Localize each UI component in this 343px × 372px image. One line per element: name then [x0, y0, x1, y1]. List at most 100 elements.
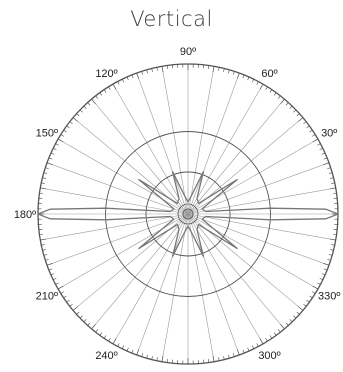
tick-mark — [72, 306, 78, 311]
angle-label: 180º — [14, 209, 36, 221]
radial-gridline — [187, 138, 319, 215]
radial-gridline — [40, 187, 189, 215]
radial-gridline — [136, 72, 189, 215]
tick-mark — [273, 332, 277, 336]
tick-mark — [331, 182, 335, 184]
tick-mark — [285, 322, 289, 326]
radial-gridline — [40, 213, 189, 241]
tick-mark — [91, 324, 96, 330]
tick-mark — [223, 68, 225, 72]
angle-label: 330º — [318, 291, 340, 303]
radial-gridline — [57, 213, 189, 290]
tick-mark — [151, 356, 153, 360]
radial-gridline — [161, 66, 189, 215]
tick-mark — [323, 162, 330, 166]
angle-label: 240º — [95, 350, 117, 362]
tick-mark — [329, 187, 336, 190]
tick-mark — [273, 92, 277, 96]
radial-gridline — [46, 213, 189, 266]
tick-mark — [161, 66, 164, 73]
tick-mark — [312, 285, 319, 290]
chart-title: Vertical — [130, 7, 213, 31]
radial-gridline — [187, 187, 336, 215]
tick-mark — [256, 81, 259, 85]
tick-mark — [323, 268, 328, 271]
tick-mark — [232, 353, 235, 357]
tick-mark — [309, 129, 313, 133]
angle-label: 30º — [321, 128, 337, 140]
tick-mark — [141, 353, 144, 357]
tick-mark — [156, 67, 158, 71]
ring-gridline — [182, 208, 194, 220]
tick-mark — [72, 117, 78, 122]
radial-gridline — [187, 162, 330, 215]
ring-gridline — [145, 171, 231, 257]
tick-mark — [331, 244, 335, 246]
tick-mark — [55, 282, 59, 285]
radial-gridline — [187, 213, 215, 362]
tick-mark — [277, 329, 281, 333]
tick-mark — [289, 319, 293, 323]
tick-mark — [48, 157, 53, 160]
radial-gridline — [91, 98, 189, 215]
tick-mark — [312, 134, 316, 137]
tick-mark — [303, 121, 307, 125]
tick-mark — [43, 172, 48, 174]
tick-mark — [60, 291, 64, 294]
tick-mark — [223, 356, 225, 360]
angle-label: 90º — [180, 46, 196, 58]
ring-gridline — [105, 131, 271, 297]
angle-label: 60º — [261, 68, 277, 80]
tick-mark — [303, 303, 307, 307]
tick-mark — [131, 349, 134, 354]
radial-gridline — [57, 138, 189, 215]
tick-mark — [41, 182, 45, 184]
tick-mark — [66, 125, 70, 129]
tick-mark — [95, 329, 99, 333]
tick-mark — [317, 282, 321, 285]
tick-mark — [289, 105, 293, 109]
tick-mark — [99, 92, 103, 96]
tick-mark — [50, 152, 55, 155]
radial-gridline — [187, 213, 285, 330]
tick-mark — [228, 69, 230, 74]
tick-mark — [330, 177, 334, 179]
tick-mark — [296, 311, 300, 315]
tick-mark — [280, 98, 285, 104]
radial-gridline — [187, 213, 319, 290]
tick-mark — [41, 244, 45, 246]
tick-mark — [103, 89, 107, 93]
tick-mark — [136, 349, 140, 356]
tick-mark — [277, 95, 281, 99]
tick-mark — [306, 125, 310, 129]
tick-mark — [57, 138, 64, 143]
tick-mark — [298, 306, 304, 311]
tick-mark — [112, 83, 117, 90]
tick-mark — [112, 338, 117, 345]
tick-mark — [312, 291, 316, 294]
tick-mark — [256, 343, 259, 347]
tick-mark — [151, 68, 153, 72]
tick-mark — [298, 117, 304, 122]
tick-mark — [79, 315, 83, 319]
radial-gridline — [112, 83, 189, 215]
tick-mark — [236, 72, 240, 79]
tick-mark — [63, 129, 67, 133]
radial-gridline — [187, 98, 285, 215]
tick-mark — [218, 357, 220, 361]
tick-mark — [296, 113, 300, 117]
tick-mark — [328, 254, 333, 256]
radial-gridline — [46, 162, 189, 215]
tick-mark — [79, 109, 83, 113]
tick-mark — [50, 273, 55, 276]
tick-mark — [146, 69, 148, 74]
tick-mark — [117, 81, 120, 85]
tick-mark — [146, 354, 148, 359]
tick-mark — [323, 262, 330, 266]
tick-mark — [269, 335, 273, 339]
tick-mark — [293, 109, 297, 113]
tick-mark — [285, 102, 289, 106]
tick-mark — [330, 249, 334, 251]
tick-mark — [69, 121, 73, 125]
